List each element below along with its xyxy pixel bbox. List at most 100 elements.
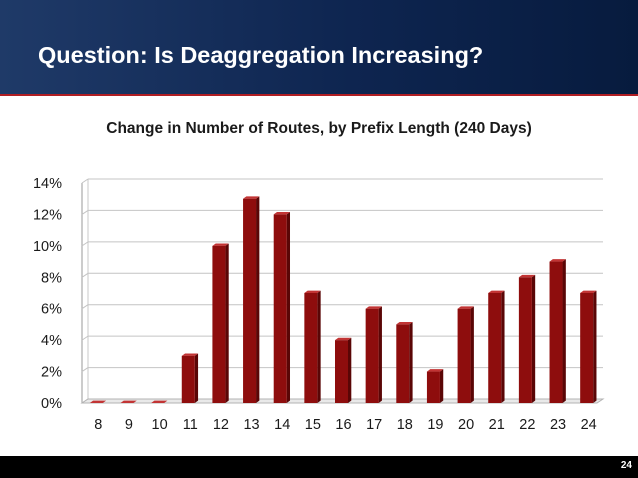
y-tick-label: 14%: [33, 176, 62, 192]
bar-front: [273, 214, 287, 403]
bar-top: [426, 369, 444, 372]
bar-top: [120, 400, 137, 403]
x-tick-label: 20: [458, 417, 474, 433]
x-tick-label: 18: [397, 417, 413, 433]
bar-side: [225, 243, 229, 403]
bar-chart: 0% 2% 4% 6% 8% 10% 12% 14% 8 9 10 11 12 13 14 15 16 17 18…: [33, 176, 605, 433]
gridline-wall-join: [81, 304, 89, 310]
bar: [273, 212, 291, 403]
x-tick-label: 23: [550, 417, 566, 433]
y-tick-label: 2%: [41, 365, 62, 381]
y-tick-label: 12%: [33, 207, 62, 223]
chart-title: Change in Number of Routes, by Prefix Le…: [106, 120, 532, 137]
bar-side: [593, 290, 597, 403]
x-tick-label: 15: [305, 417, 321, 433]
bar: [457, 306, 474, 403]
bar-top: [457, 306, 474, 309]
x-tick-label: 11: [183, 417, 198, 433]
bar-top: [243, 196, 260, 199]
x-tick-label: 22: [519, 417, 535, 433]
bar-side: [501, 290, 505, 403]
slide-header: [0, 0, 638, 94]
bar-side: [531, 274, 536, 403]
bar: [89, 400, 107, 403]
bar-side: [439, 369, 444, 403]
bar-front: [365, 308, 379, 403]
bar-side: [317, 290, 321, 403]
bar-top: [151, 400, 168, 403]
bar-top: [89, 400, 107, 403]
bar-front: [396, 324, 410, 403]
slide-footer: 24: [0, 456, 638, 478]
x-tick-label: 8: [94, 417, 102, 433]
bar-front: [335, 340, 348, 403]
bar: [580, 290, 597, 403]
bar-front: [518, 277, 532, 403]
bar: [151, 400, 168, 403]
x-tick-label: 14: [274, 417, 290, 433]
y-tick-label: 4%: [41, 333, 62, 349]
bar-front: [549, 261, 563, 403]
x-tick-label: 21: [489, 417, 505, 433]
bar-side: [409, 322, 413, 403]
x-tick-label: 17: [366, 417, 382, 433]
bar-top: [488, 290, 505, 293]
y-tick-label: 0%: [41, 396, 62, 412]
header-accent-rule: [0, 94, 638, 96]
bar-top: [518, 274, 536, 278]
bar-top: [335, 337, 352, 341]
bar: [518, 274, 536, 403]
gridline-wall-join: [81, 272, 89, 278]
bar-side: [562, 259, 566, 403]
y-tick-label: 8%: [41, 270, 62, 286]
gridline-wall-join: [81, 241, 89, 247]
bar: [365, 306, 382, 403]
bar: [120, 400, 137, 403]
bar-front: [181, 355, 195, 403]
gridline-wall-join: [81, 210, 89, 215]
x-tick-label: 19: [427, 417, 443, 433]
bar: [426, 369, 444, 403]
bar-front: [426, 371, 440, 403]
bar-front: [243, 198, 257, 403]
bar: [212, 243, 229, 403]
bar: [335, 337, 352, 403]
bar: [304, 290, 321, 403]
bar-top: [304, 290, 321, 293]
page-number: 24: [620, 460, 632, 471]
bar-top: [549, 259, 566, 262]
bar-top: [212, 243, 229, 246]
bar-top: [181, 353, 199, 356]
x-tick-label: 12: [213, 417, 229, 433]
bar-top: [396, 322, 413, 325]
x-tick-label: 13: [243, 417, 259, 433]
bar-top: [580, 290, 597, 293]
x-tick-label: 24: [581, 417, 597, 433]
slide-title: Question: Is Deaggregation Increasing?: [38, 42, 484, 68]
bar-side: [348, 337, 352, 403]
bar-top: [365, 306, 382, 309]
bar: [396, 322, 413, 403]
y-tick-label: 6%: [41, 302, 62, 318]
bar: [549, 259, 566, 403]
bar-front: [212, 245, 226, 403]
x-tick-label: 10: [152, 417, 168, 433]
bar: [181, 353, 199, 403]
bar-front: [304, 293, 318, 403]
gridline-wall-join: [81, 367, 89, 372]
y-tick-label: 10%: [33, 239, 62, 255]
bar-side: [378, 306, 382, 403]
bar-side: [470, 306, 474, 403]
bar-side: [286, 212, 291, 403]
bar-front: [457, 308, 471, 403]
bar-side: [256, 196, 260, 403]
bar: [488, 290, 505, 403]
bar-side: [194, 353, 199, 403]
bar: [243, 196, 260, 403]
bar-top: [273, 212, 291, 215]
gridline-wall-join: [81, 178, 89, 184]
bar-front: [488, 293, 502, 403]
bar-front: [580, 293, 594, 403]
x-tick-label: 16: [335, 417, 351, 433]
gridline-wall-join: [81, 335, 89, 341]
